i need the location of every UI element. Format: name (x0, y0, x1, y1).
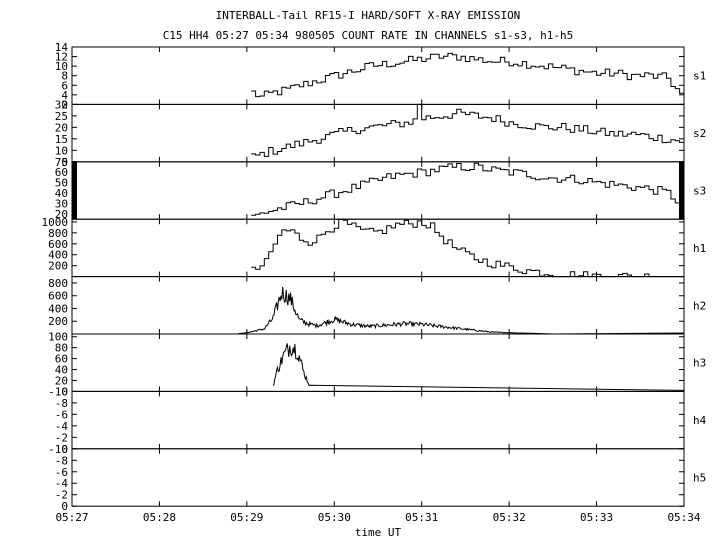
channel-label-h2: h2 (693, 299, 706, 312)
panel-frame-s3 (71, 161, 685, 220)
y-tick-label-h5: -8 (55, 454, 68, 467)
y-tick-label-h3: 80 (55, 342, 68, 355)
x-tick-label: 05:29 (230, 511, 263, 524)
y-tick-label-h1: 600 (48, 238, 68, 251)
channel-panels: 2468101214s151015202530s2203040506070s32… (42, 41, 707, 513)
chart-title: INTERBALL-Tail RF15-I HARD/SOFT X-RAY EM… (216, 9, 521, 22)
y-tick-label-h4: -10 (48, 385, 68, 398)
y-tick-label-h1: 1000 (42, 216, 69, 229)
channel-label-s1: s1 (693, 70, 706, 83)
x-tick-label: 05:27 (55, 511, 88, 524)
y-tick-label-s3: 20 (55, 208, 68, 221)
y-tick-label-s3: 50 (55, 177, 68, 190)
channel-label-s2: s2 (693, 127, 706, 140)
y-tick-label-h1: 400 (48, 249, 68, 262)
y-tick-label-s3: 30 (55, 198, 68, 211)
x-tick-label: 05:30 (318, 511, 351, 524)
y-tick-label-h2: 800 (48, 277, 68, 290)
channel-label-h4: h4 (693, 414, 707, 427)
x-tick-label: 05:32 (493, 511, 526, 524)
trace-s3 (251, 162, 684, 216)
panel-frame-h4 (71, 390, 685, 450)
y-tick-label-s2: 25 (55, 110, 68, 123)
y-tick-label-h4: -4 (55, 420, 69, 433)
x-tick-label: 05:33 (580, 511, 613, 524)
y-tick-label-h5: -10 (48, 443, 68, 456)
y-tick-label-h3: 20 (55, 374, 68, 387)
channel-label-h3: h3 (693, 357, 706, 370)
trace-h3 (272, 343, 685, 391)
y-tick-label-h5: 0 (61, 500, 68, 513)
channel-label-h5: h5 (693, 472, 706, 485)
trace-h2 (238, 286, 685, 335)
channel-label-h1: h1 (693, 242, 706, 255)
y-tick-label-h1: 800 (48, 227, 68, 240)
x-tick-label: 05:28 (143, 511, 176, 524)
panel-frame-h3 (71, 333, 685, 392)
y-tick-label-h5: -4 (55, 477, 69, 490)
y-tick-label-s2: 30 (55, 98, 68, 111)
chart-subtitle: C15 HH4 05:27 05:34 980505 COUNT RATE IN… (163, 29, 574, 42)
y-tick-label-s2: 5 (61, 156, 68, 169)
x-tick-label: 05:31 (405, 511, 438, 524)
y-tick-label-s1: 10 (55, 60, 68, 73)
y-tick-label-s3: 70 (55, 156, 68, 169)
y-tick-label-h3: 60 (55, 353, 68, 366)
x-axis-label: time UT (355, 526, 402, 539)
trace-s2 (251, 103, 684, 157)
y-tick-label-h5: -2 (55, 489, 68, 502)
trace-h1 (251, 218, 684, 278)
y-tick-label-h2: 400 (48, 302, 68, 315)
y-tick-label-h3: 0 (61, 385, 68, 398)
channel-label-s3: s3 (693, 185, 706, 198)
panel-frame-h1 (71, 218, 685, 278)
y-tick-label-s1: 4 (61, 89, 68, 102)
y-tick-label-s3: 40 (55, 187, 68, 200)
edge-bar-left (72, 161, 77, 220)
y-tick-label-h3: 40 (55, 364, 68, 377)
y-tick-label-s2: 20 (55, 121, 68, 134)
y-tick-label-s1: 8 (61, 70, 68, 83)
y-tick-label-h2: 200 (48, 315, 68, 328)
y-tick-label-s1: 2 (61, 98, 68, 111)
panel-frame-h5 (71, 448, 685, 507)
trace-s1 (251, 52, 684, 98)
y-tick-label-s1: 12 (55, 51, 68, 64)
y-tick-label-h4: -8 (55, 397, 68, 410)
y-tick-label-h3: 100 (48, 331, 68, 344)
edge-bar-right (679, 161, 684, 220)
y-tick-label-h2: 600 (48, 290, 68, 303)
y-tick-label-h4: -2 (55, 431, 68, 444)
y-tick-label-h4: 0 (61, 443, 68, 456)
y-tick-label-h1: 200 (48, 260, 68, 273)
x-axis-ticks: 05:27 05:28 05:29 05:30 05:31 05:32 05:33 05:34 (55, 47, 701, 524)
y-tick-label-h4: -6 (55, 408, 68, 421)
y-tick-label-s1: 14 (55, 41, 69, 54)
y-tick-label-h5: -6 (55, 466, 68, 479)
panel-frame-s1 (71, 46, 685, 105)
y-tick-label-s3: 60 (55, 166, 68, 179)
y-tick-label-s2: 15 (55, 133, 68, 146)
y-tick-label-s1: 6 (61, 79, 68, 92)
x-tick-label: 05:34 (667, 511, 700, 524)
y-tick-label-s2: 10 (55, 144, 68, 157)
